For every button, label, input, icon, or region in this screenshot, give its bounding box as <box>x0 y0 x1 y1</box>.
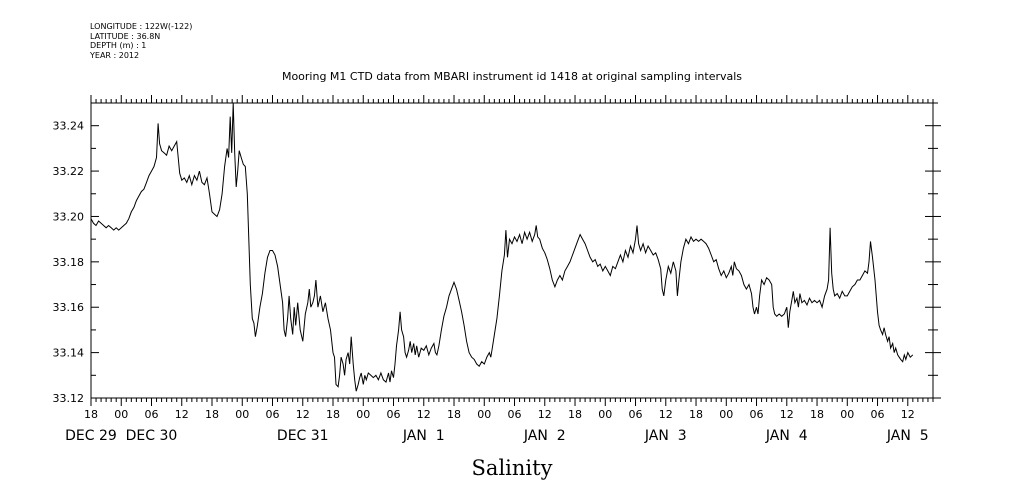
x-day-label: DEC 30 <box>126 428 178 444</box>
latitude-text: LATITUDE : 36.8N <box>90 31 161 41</box>
x-tick-label: 06 <box>266 408 280 421</box>
x-day-label: JAN 1 <box>402 428 445 444</box>
depth-text: DEPTH (m) : 1 <box>90 41 147 50</box>
y-tick-label: 33.16 <box>53 301 85 314</box>
x-tick-label: 06 <box>387 408 401 421</box>
y-tick-label: 33.20 <box>53 210 85 223</box>
x-tick-label: 18 <box>447 408 461 421</box>
x-tick-label: 06 <box>145 408 159 421</box>
x-tick-label: 12 <box>296 408 310 421</box>
x-tick-label: 18 <box>84 408 98 421</box>
longitude-text: LONGITUDE : 122W(-122) <box>90 22 193 31</box>
x-tick-label: 12 <box>417 408 431 421</box>
x-tick-label: 06 <box>750 408 764 421</box>
x-tick-label: 12 <box>901 408 915 421</box>
x-day-label: DEC 31 <box>277 428 329 444</box>
x-tick-label: 12 <box>659 408 673 421</box>
x-tick-label: 00 <box>235 408 249 421</box>
y-tick-label: 33.12 <box>53 392 85 405</box>
x-axis-label: Salinity <box>472 456 553 480</box>
x-tick-label: 00 <box>598 408 612 421</box>
x-day-label: JAN 3 <box>644 428 687 444</box>
x-tick-label: 12 <box>780 408 794 421</box>
chart-title: Mooring M1 CTD data from MBARI instrumen… <box>282 70 742 83</box>
x-tick-label: 00 <box>840 408 854 421</box>
x-tick-label: 00 <box>477 408 491 421</box>
x-day-label: JAN 5 <box>886 428 929 444</box>
axes-group: 33.12 33.14 33.16 33.18 33.20 33.22 33.24 18 00 0… <box>53 95 941 444</box>
y-tick-label: 33.22 <box>53 165 85 178</box>
x-tick-label: 18 <box>810 408 824 421</box>
plot-frame <box>90 102 934 399</box>
x-tick-label: 06 <box>871 408 885 421</box>
metadata-block: LONGITUDE : 122W(-122) LATITUDE : 36.8N … <box>90 22 192 60</box>
x-tick-label: 00 <box>356 408 370 421</box>
y-tick-label: 33.18 <box>53 256 85 269</box>
x-tick-label: 06 <box>508 408 522 421</box>
y-tick-label: 33.24 <box>53 120 85 133</box>
x-day-label: JAN 4 <box>765 428 808 444</box>
x-tick-label: 06 <box>629 408 643 421</box>
x-tick-label: 00 <box>114 408 128 421</box>
x-day-label: DEC 29 <box>65 428 117 444</box>
year-text: YEAR : 2012 <box>90 50 140 60</box>
x-tick-label: 00 <box>719 408 733 421</box>
x-tick-label: 12 <box>538 408 552 421</box>
x-tick-label: 18 <box>568 408 582 421</box>
x-tick-label: 18 <box>689 408 703 421</box>
x-tick-label: 12 <box>175 408 189 421</box>
y-tick-label: 33.14 <box>53 347 85 360</box>
x-tick-label: 18 <box>326 408 340 421</box>
x-tick-label: 18 <box>205 408 219 421</box>
salinity-series-line <box>90 102 914 392</box>
x-day-label: JAN 2 <box>523 428 566 444</box>
